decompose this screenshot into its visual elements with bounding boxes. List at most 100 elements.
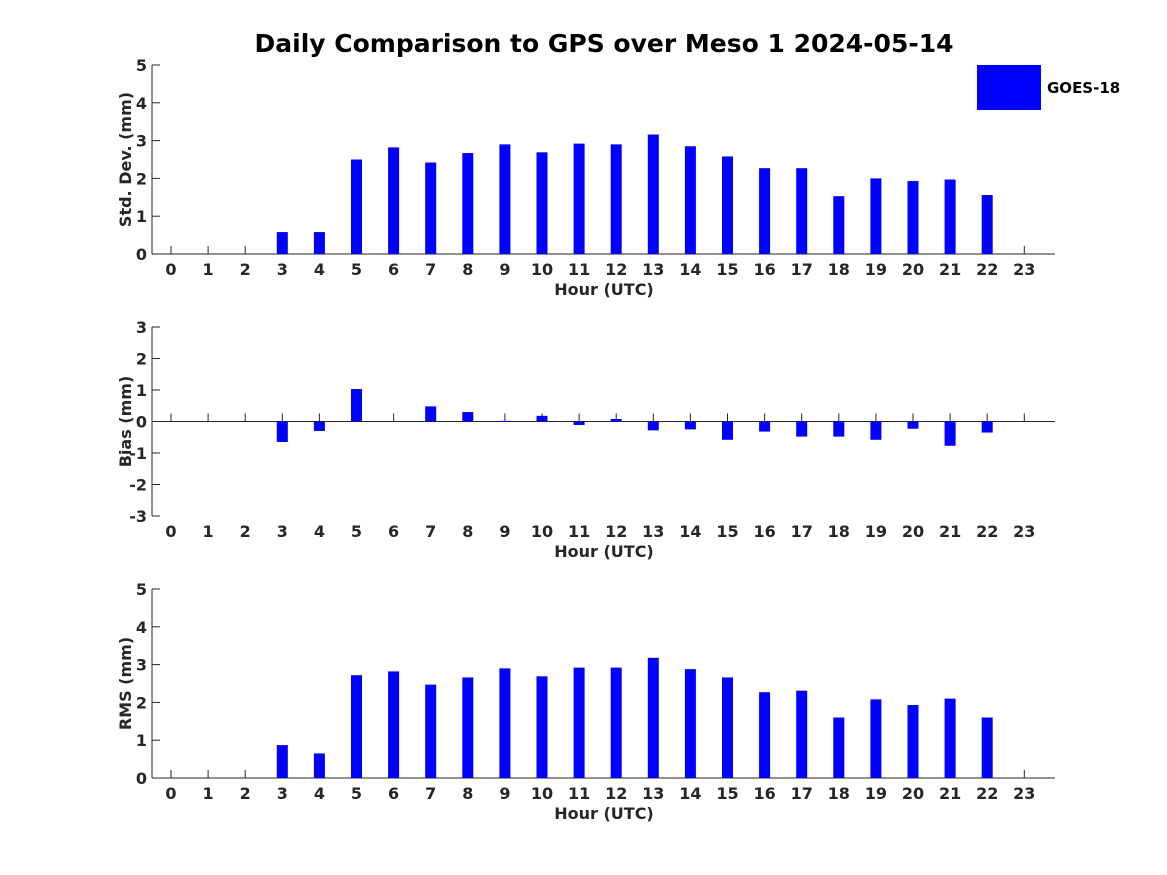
x-tick-label: 23 [1013,522,1035,541]
x-tick-label: 2 [240,260,251,279]
x-tick-label: 17 [791,260,813,279]
x-tick-label: 15 [716,784,738,803]
y-tick-label: 2 [136,350,147,369]
bar-rms-hour-16 [759,692,771,778]
bar-std-hour-16 [759,168,771,254]
x-tick-label: 14 [679,522,701,541]
bar-rms-hour-12 [610,667,622,778]
x-tick-label: 20 [902,260,924,279]
bar-std-hour-18 [833,196,845,254]
x-tick-label: 10 [531,260,553,279]
x-tick-label: 1 [203,522,214,541]
x-tick-label: 6 [388,784,399,803]
bar-bias-hour-13 [647,421,659,431]
bar-bias-hour-16 [759,421,771,432]
bar-bias-hour-19 [870,421,882,440]
bar-bias-hour-9 [499,420,511,422]
y-tick-label: 2 [136,693,147,712]
bar-std-hour-3 [276,232,288,254]
bar-std-hour-11 [573,143,585,254]
x-tick-label: 1 [203,784,214,803]
x-tick-label: 11 [568,784,590,803]
x-tick-label: 23 [1013,784,1035,803]
bar-rms-hour-21 [944,698,956,778]
bar-rms-hour-17 [796,690,808,778]
y-tick-label: 1 [136,381,147,400]
bar-std-hour-20 [907,181,919,254]
x-tick-label: 16 [753,260,775,279]
bar-rms-hour-6 [388,671,400,778]
bar-bias-hour-22 [981,421,993,433]
bar-rms-hour-20 [907,705,919,778]
bar-std-hour-22 [981,195,993,254]
x-tick-label: 22 [976,260,998,279]
x-tick-label: 14 [679,260,701,279]
x-tick-label: 3 [277,784,288,803]
x-tick-label: 19 [865,784,887,803]
x-tick-label: 21 [939,784,961,803]
bar-std-hour-6 [388,147,400,254]
x-tick-label: 12 [605,522,627,541]
x-tick-label: 12 [605,260,627,279]
x-tick-label: 0 [165,784,176,803]
y-tick-label: 0 [136,245,147,264]
x-tick-label: 14 [679,784,701,803]
bar-bias-hour-7 [425,406,437,422]
bar-bias-hour-8 [462,412,474,422]
bar-rms-hour-22 [981,717,993,778]
x-axis-label: Hour (UTC) [554,542,654,561]
bar-bias-hour-14 [684,421,696,430]
x-axis-label: Hour (UTC) [554,280,654,299]
x-tick-label: 7 [425,784,436,803]
x-tick-label: 3 [277,522,288,541]
y-axis-label: Std. Dev. (mm) [116,92,135,227]
x-tick-label: 23 [1013,260,1035,279]
bar-rms-hour-7 [425,684,437,778]
bar-rms-hour-11 [573,667,585,778]
bar-std-hour-7 [425,162,437,254]
x-tick-label: 12 [605,784,627,803]
bar-std-hour-15 [722,156,733,254]
x-tick-label: 17 [791,784,813,803]
x-tick-label: 17 [791,522,813,541]
x-tick-label: 4 [314,522,325,541]
bar-std-hour-8 [462,153,474,254]
legend: GOES-18 [977,65,1120,110]
x-tick-label: 22 [976,522,998,541]
bar-std-hour-14 [684,146,696,254]
x-tick-label: 22 [976,784,998,803]
y-tick-label: 3 [136,656,147,675]
x-tick-label: 5 [351,260,362,279]
x-tick-label: 10 [531,784,553,803]
bar-bias-hour-18 [833,421,845,437]
x-tick-label: 18 [828,522,850,541]
bar-bias-hour-3 [276,421,288,442]
x-tick-label: 11 [568,522,590,541]
bar-bias-hour-17 [796,421,808,437]
x-tick-label: 5 [351,522,362,541]
bar-bias-hour-12 [610,418,622,422]
x-tick-label: 20 [902,784,924,803]
y-tick-label: -2 [129,476,147,495]
bar-rms-hour-13 [647,657,659,778]
bar-rms-hour-15 [722,677,733,778]
bar-rms-hour-19 [870,699,882,778]
x-tick-label: 8 [462,784,473,803]
x-tick-label: 16 [753,522,775,541]
legend-label: GOES-18 [1047,79,1120,97]
x-tick-label: 10 [531,522,553,541]
y-tick-label: 4 [136,618,147,637]
x-tick-label: 2 [240,784,251,803]
bar-rms-hour-14 [684,669,696,778]
y-tick-label: 5 [136,580,147,599]
bar-rms-hour-3 [276,745,288,778]
x-tick-label: 15 [716,522,738,541]
x-tick-label: 9 [499,522,510,541]
x-tick-label: 21 [939,260,961,279]
bar-bias-hour-21 [944,421,956,446]
bar-bias-hour-15 [722,421,733,440]
x-tick-label: 1 [203,260,214,279]
